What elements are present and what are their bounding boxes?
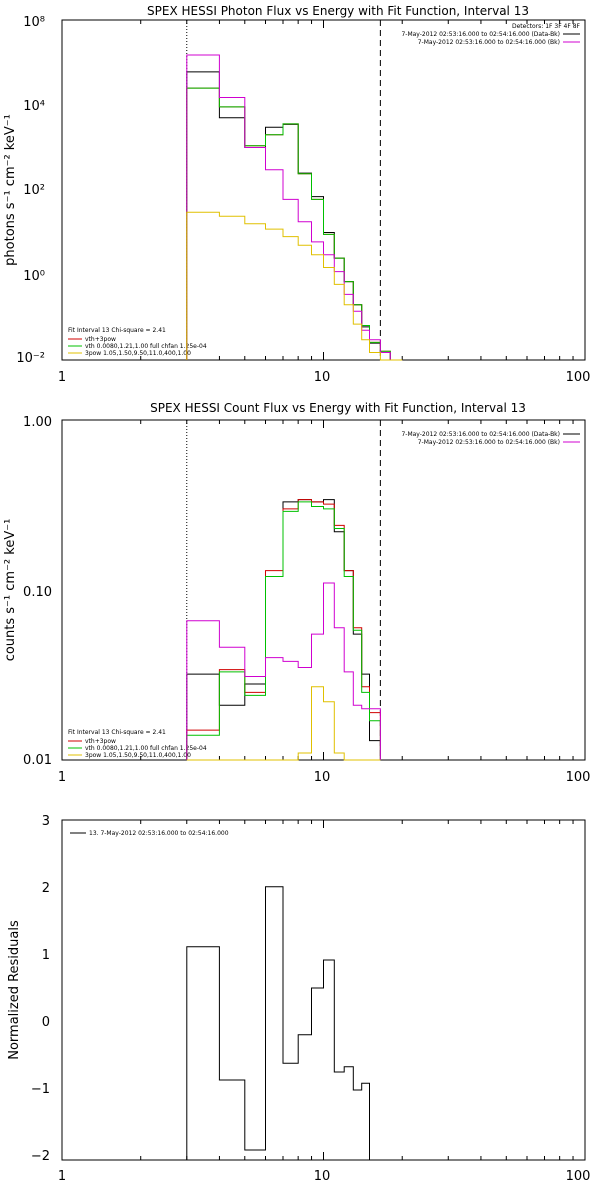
series-line-2-5 (186, 686, 381, 761)
axis-ticks-3 (61, 820, 586, 1160)
residual-xtick-1: 1 (58, 1169, 66, 1184)
photon-legend-data: 7-May-2012 02:53:16.000 to 02:54:16.000 … (401, 31, 560, 38)
residual-ytick-3: 1 (42, 948, 50, 963)
count-xtick-2: 10 (314, 770, 331, 785)
residuals-panel: Normalized Residuals 3 2 1 0 −1 −2 1 10 … (7, 814, 590, 1184)
count-ytick-1: 1.00 (23, 415, 52, 430)
photon-ytick-1: 10⁸ (23, 15, 45, 30)
photon-legend-total: vth+3pow (85, 336, 116, 343)
residual-ytick-6: −2 (31, 1149, 50, 1164)
count-legend-3pow: 3pow 1.05,1.50,9.50,11.0,400,1.00 (85, 752, 191, 759)
residual-plot-frame (61, 819, 586, 1161)
photon-legend-bk: 7-May-2012 02:53:16.000 to 02:54:16.000 … (418, 39, 560, 46)
count-flux-panel: SPEX HESSI Count Flux vs Energy with Fit… (3, 401, 590, 785)
photon-legend-vth: vth 0.0080,1.21,1.00 full chfan 1.25e-04 (85, 343, 207, 350)
residual-legend: 13. 7-May-2012 02:53:16.000 to 02:54:16.… (89, 830, 229, 837)
count-panel-title: SPEX HESSI Count Flux vs Energy with Fit… (150, 401, 526, 415)
series-line-2-4 (186, 582, 381, 760)
count-ytick-2: 0.10 (23, 585, 52, 600)
photon-ytick-3: 10² (23, 183, 45, 198)
series-line-2-3 (186, 501, 381, 760)
series-line-2-2 (186, 499, 381, 760)
count-legend-bk: 7-May-2012 02:53:16.000 to 02:54:16.000 … (418, 439, 560, 446)
count-y-label: counts s⁻¹ cm⁻² keV⁻¹ (3, 519, 18, 662)
photon-y-label: photons s⁻¹ cm⁻² keV⁻¹ (3, 114, 18, 266)
residual-xtick-2: 10 (314, 1169, 331, 1184)
count-fit-summary: Fit Interval 13 Chi-square = 2.41 (68, 729, 166, 736)
axis-ticks-1 (61, 20, 586, 360)
residual-ytick-1: 3 (42, 814, 50, 829)
photon-legend-detectors: Detectors: 1F 3F 4F 8F (512, 23, 581, 30)
count-ytick-3: 0.01 (23, 753, 52, 768)
residual-ytick-2: 2 (42, 881, 50, 896)
photon-plot-frame (61, 19, 586, 361)
series-line-1-5 (186, 211, 403, 361)
photon-flux-panel: SPEX HESSI Photon Flux vs Energy with Fi… (3, 4, 590, 385)
photon-xtick-1: 1 (58, 370, 66, 385)
photon-fit-summary: Fit Interval 13 Chi-square = 2.41 (68, 327, 166, 334)
residual-y-label: Normalized Residuals (7, 920, 22, 1060)
count-legend-data: 7-May-2012 02:53:16.000 to 02:54:16.000 … (401, 431, 560, 438)
photon-ytick-2: 10⁴ (23, 99, 45, 114)
series-line-1-3 (186, 87, 403, 361)
photon-legend-3pow: 3pow 1.05,1.50,9.50,11.0,400,1.00 (85, 350, 191, 357)
axis-ticks-2 (61, 420, 586, 760)
photon-ytick-4: 10⁰ (23, 269, 45, 284)
residual-ytick-5: −1 (31, 1082, 50, 1097)
series-line-1-2 (186, 87, 403, 361)
photon-panel-title: SPEX HESSI Photon Flux vs Energy with Fi… (147, 4, 529, 18)
series-line-3-1 (186, 886, 370, 1160)
photon-ytick-5: 10⁻² (16, 351, 45, 366)
count-xtick-3: 100 (566, 770, 591, 785)
photon-xtick-2: 10 (314, 370, 331, 385)
count-xtick-1: 1 (58, 770, 66, 785)
count-legend-total: vth+3pow (85, 738, 116, 745)
count-legend-vth: vth 0.0080,1.21,1.00 full chfan 1.25e-04 (85, 745, 207, 752)
residual-ytick-4: 0 (42, 1015, 50, 1030)
photon-xtick-3: 100 (566, 370, 591, 385)
series-line-2-1 (186, 499, 381, 760)
residual-xtick-3: 100 (566, 1169, 591, 1184)
chart-marks (61, 20, 586, 1160)
